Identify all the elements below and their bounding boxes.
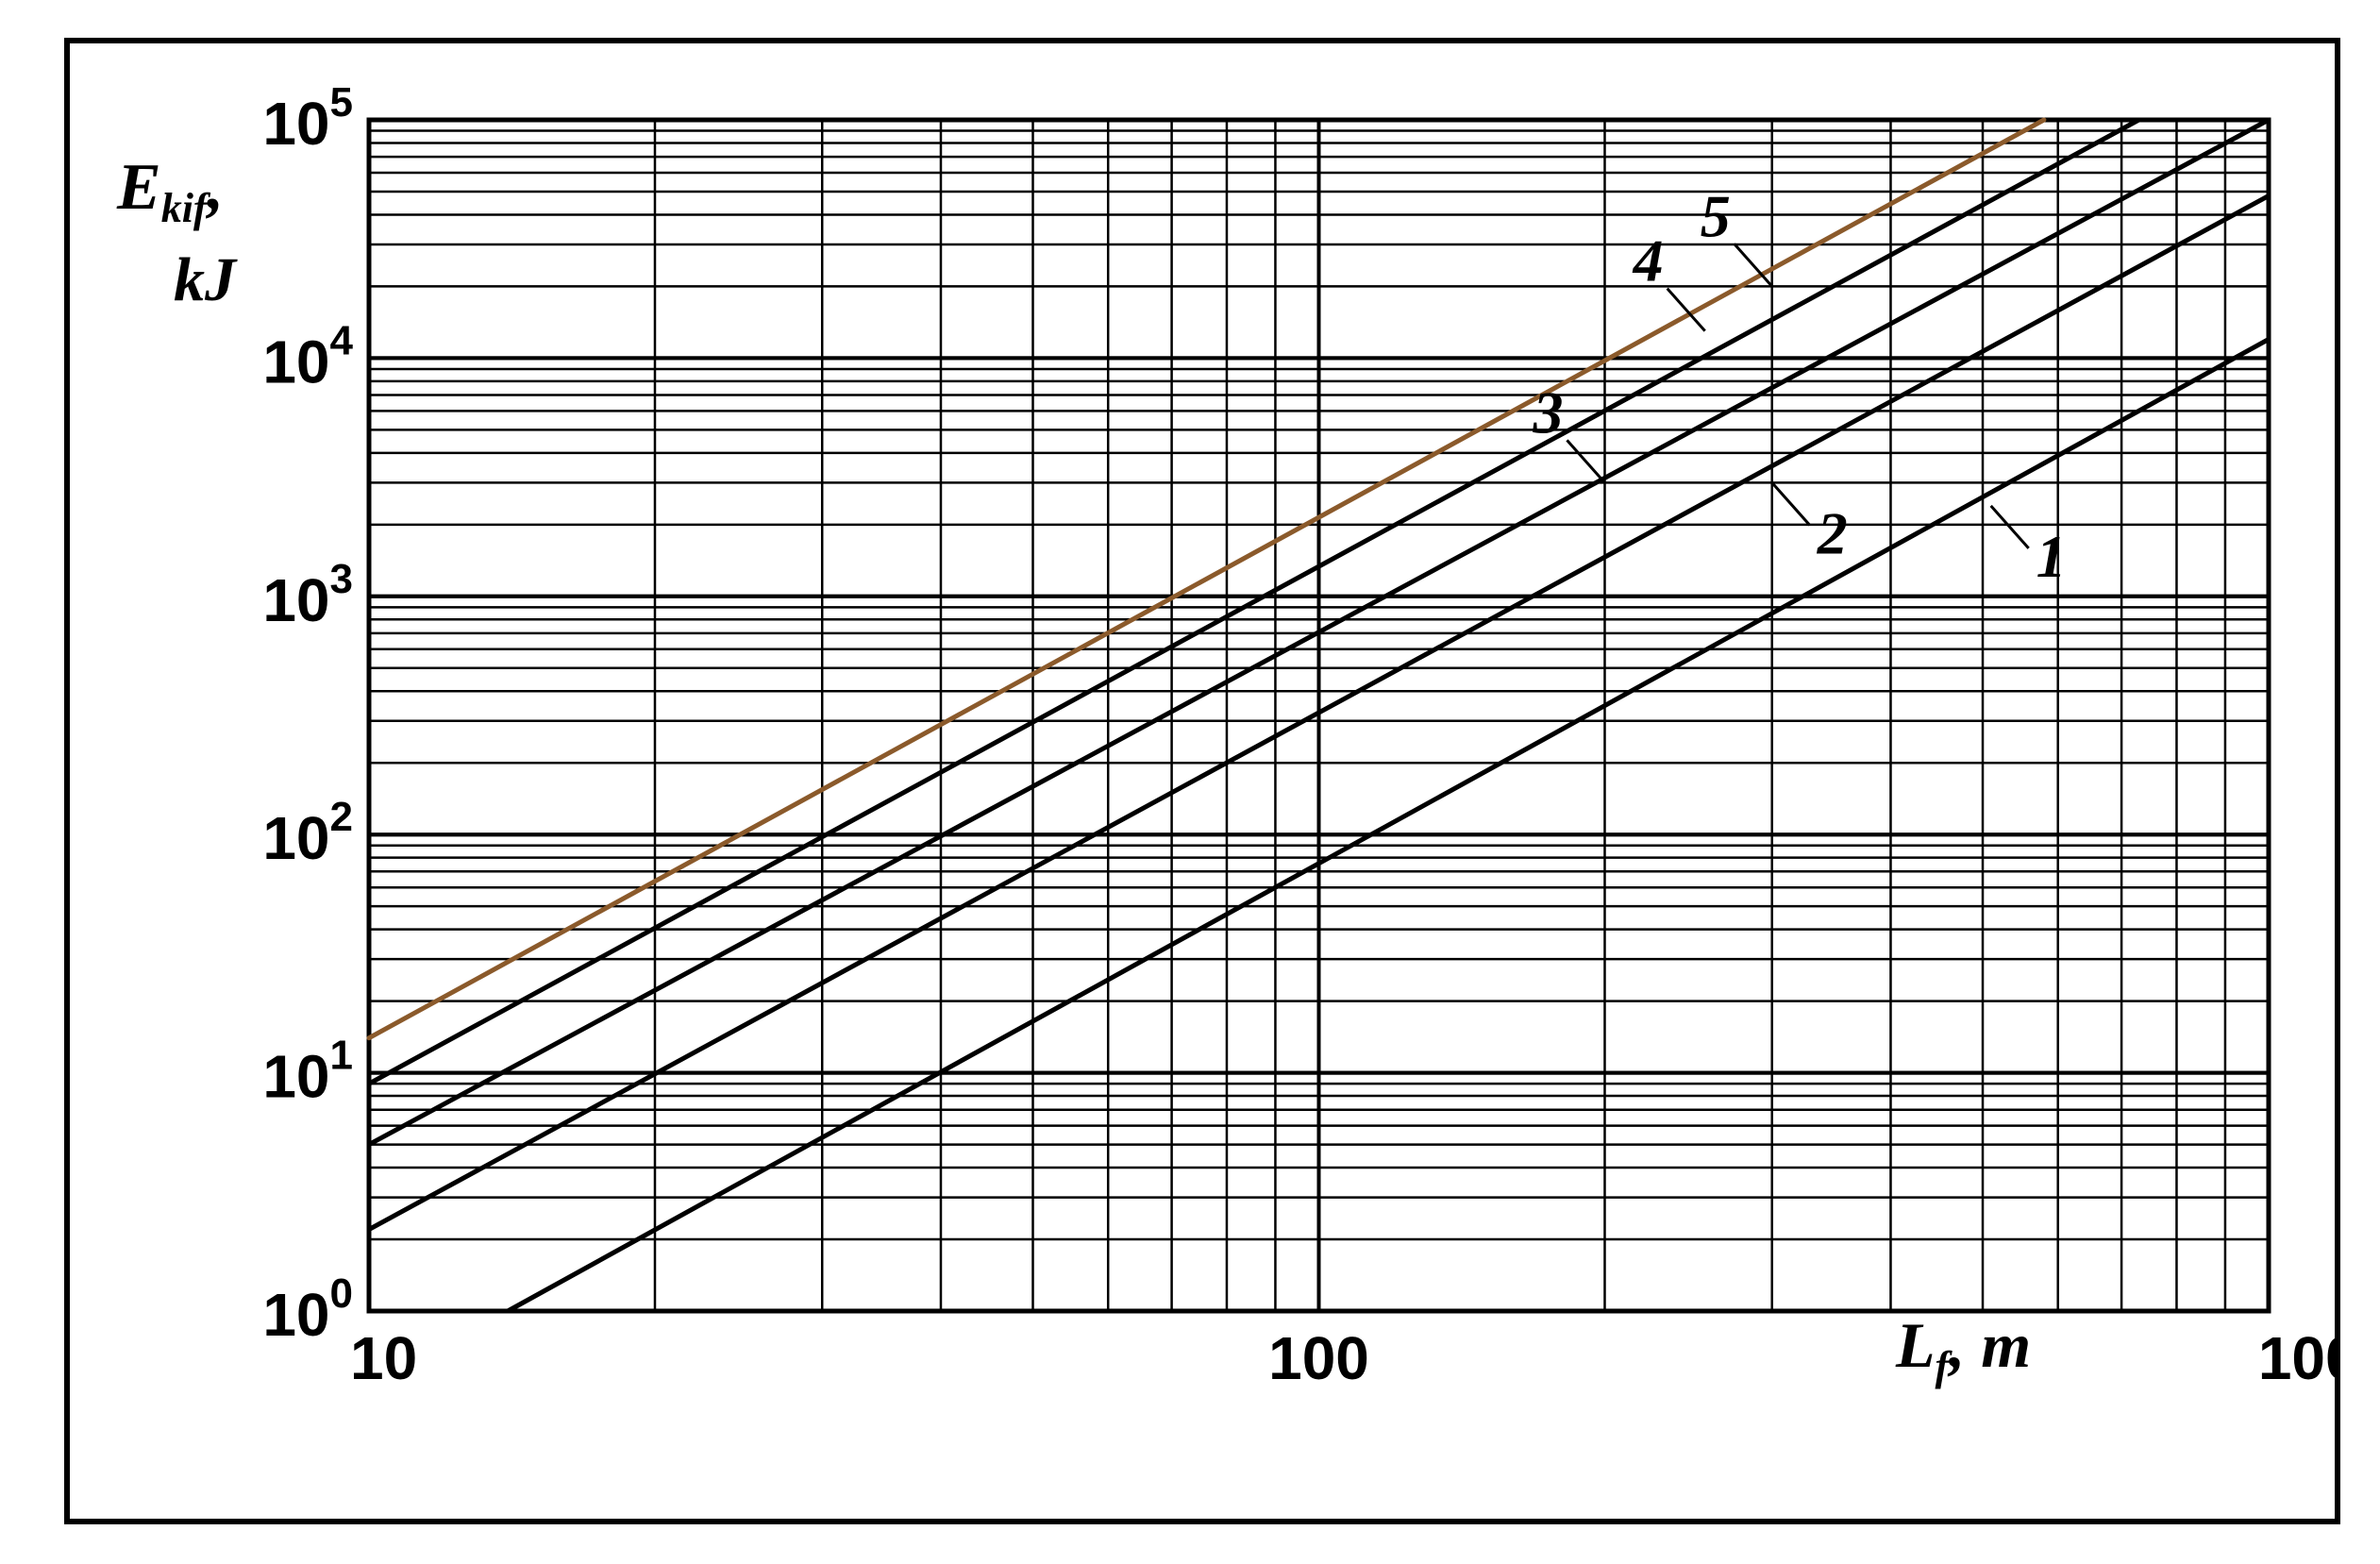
series-label-4: 4 [1633,227,1664,294]
y-axis-unit: kJ [174,245,238,314]
y-tick-label: 104 [262,317,353,395]
series-label-3: 3 [1532,378,1563,446]
y-tick-label: 105 [262,79,353,158]
series-labels: 1 2 3 45 [1532,182,2066,589]
leader-line-1 [1989,504,2030,549]
series-label-5: 5 [1701,182,1731,249]
series-line-2 [366,193,2271,1233]
series-line-1 [505,336,2271,1314]
y-tick-label: 102 [262,794,353,872]
series-lines [366,117,2271,1314]
leader-line-2 [1770,481,1811,527]
x-tick-label: 1000 [2258,1324,2335,1392]
y-tick-label: 100 [262,1270,353,1349]
x-tick-labels: 10 100 1000 [350,1324,2335,1392]
x-tick-label: 10 [350,1324,417,1392]
plot-border [366,117,2271,1314]
chart-grid [367,118,2271,1313]
series-leader-lines [1566,243,2030,549]
x-tick-label: 100 [1268,1324,1369,1392]
series-label-1: 1 [2036,523,2067,590]
series-label-2: 2 [1817,499,1848,566]
y-tick-label: 103 [262,556,353,634]
y-axis-label: Ekif, [116,151,224,231]
leader-line-4 [1666,287,1706,332]
series-line-5 [366,117,2047,1041]
y-tick-labels: 100 101 102 103 104 105 [262,79,353,1349]
leader-line-5 [1733,243,1773,288]
leader-line-3 [1566,439,1606,484]
series-line-3 [366,117,2271,1148]
y-tick-label: 101 [262,1033,353,1111]
x-axis-label: Lf, m [1895,1309,2031,1389]
series-line-4 [366,117,2141,1086]
